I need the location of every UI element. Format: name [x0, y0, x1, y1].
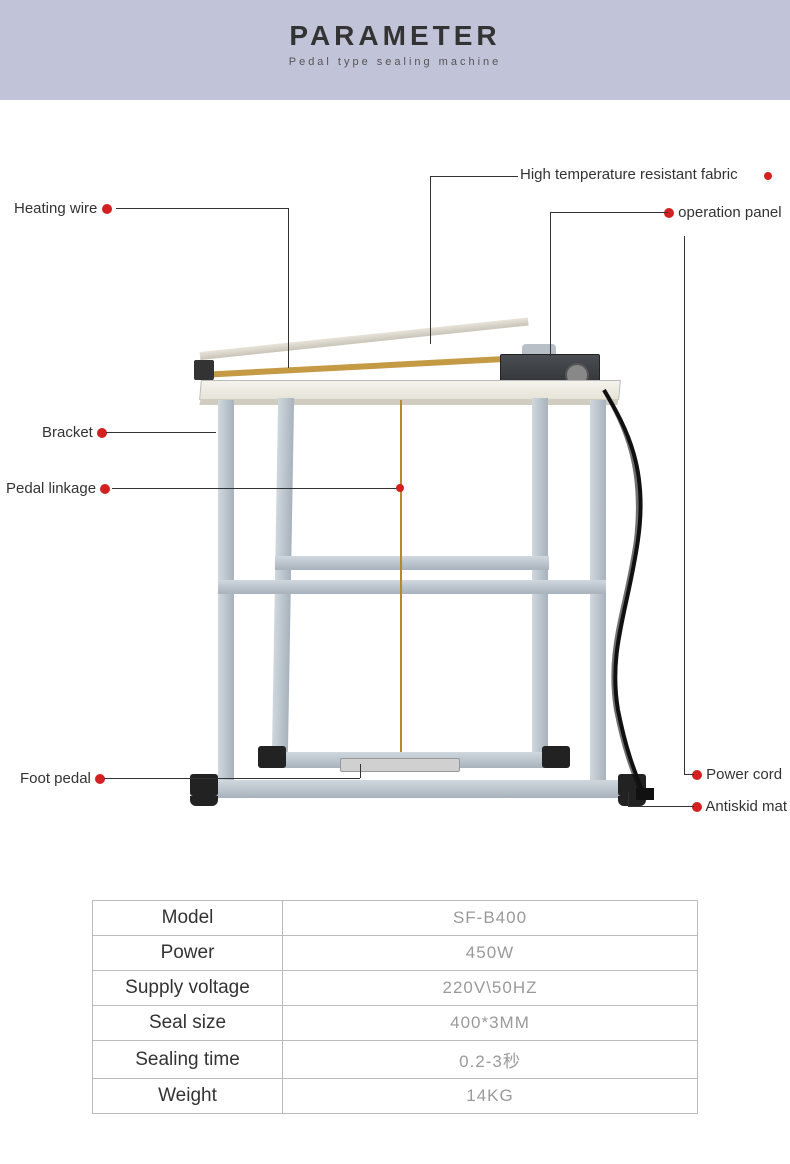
callout-label: Power cord: [706, 766, 782, 783]
left-hinge-block: [194, 360, 214, 380]
crossbar: [218, 580, 606, 594]
spec-value: 14KG: [283, 1079, 698, 1114]
power-cord: [598, 390, 658, 800]
callout-power-cord: Power cord: [692, 766, 782, 783]
dot-icon: [97, 428, 107, 438]
leader-line: [116, 208, 288, 209]
table-row: Seal size400*3MM: [93, 1006, 698, 1041]
callout-pedal-linkage: Pedal linkage: [6, 480, 110, 497]
callout-label: High temperature resistant fabric: [520, 166, 738, 183]
leader-line: [628, 806, 694, 807]
callout-label: Heating wire: [14, 200, 97, 217]
spec-key: Sealing time: [93, 1041, 283, 1079]
crossbar: [275, 556, 549, 570]
leader-line: [106, 432, 216, 433]
header-banner: PARAMETER Pedal type sealing machine: [0, 0, 790, 100]
spec-key: Model: [93, 901, 283, 936]
base-bar-front: [194, 780, 630, 798]
dot-icon: [95, 774, 105, 784]
seal-bar-upper: [200, 318, 529, 360]
dot-icon: [764, 172, 772, 180]
tabletop: [199, 380, 621, 400]
leader-line: [104, 778, 360, 779]
spec-key: Supply voltage: [93, 971, 283, 1006]
leader-line: [430, 176, 518, 177]
callout-label: operation panel: [678, 204, 781, 221]
dot-icon: [692, 770, 702, 780]
leader-line: [550, 212, 668, 213]
antiskid-foot: [542, 746, 570, 768]
table-row: Weight14KG: [93, 1079, 698, 1114]
frame-leg: [272, 398, 294, 756]
leader-line: [112, 488, 400, 489]
foot-pedal-plate: [340, 758, 460, 772]
dot-icon: [102, 204, 112, 214]
table-row: ModelSF-B400: [93, 901, 698, 936]
leader-line: [430, 176, 431, 344]
callout-label: Pedal linkage: [6, 480, 96, 497]
dot-icon: [100, 484, 110, 494]
callout-label: Antiskid mat: [705, 798, 787, 815]
spec-key: Seal size: [93, 1006, 283, 1041]
dot-icon: [664, 208, 674, 218]
spec-value: SF-B400: [283, 901, 698, 936]
spec-value: 0.2-3秒: [283, 1041, 698, 1079]
leader-line: [360, 764, 361, 778]
antiskid-foot: [258, 746, 286, 768]
frame-leg: [532, 398, 548, 756]
header-title: PARAMETER: [0, 20, 790, 52]
table-row: Sealing time0.2-3秒: [93, 1041, 698, 1079]
callout-antiskid-mat: Antiskid mat: [692, 798, 787, 815]
leader-line: [550, 212, 551, 356]
spec-table: ModelSF-B400 Power450W Supply voltage220…: [92, 900, 698, 1114]
pedal-linkage-rod: [400, 400, 402, 760]
leader-line: [628, 792, 629, 806]
table-row: Supply voltage220V\50HZ: [93, 971, 698, 1006]
product-illustration: [200, 250, 630, 840]
callout-label: Bracket: [42, 424, 93, 441]
frame-leg: [218, 400, 234, 795]
leader-line: [684, 236, 685, 774]
seal-bar-lower: [200, 355, 530, 378]
antiskid-base: [190, 796, 218, 806]
callout-foot-pedal: Foot pedal: [20, 770, 105, 787]
callout-heating-wire: Heating wire: [14, 200, 112, 217]
spec-value: 400*3MM: [283, 1006, 698, 1041]
spec-value: 450W: [283, 936, 698, 971]
callout-label: Foot pedal: [20, 770, 91, 787]
annotated-diagram: Heating wire Bracket Pedal linkage Foot …: [0, 100, 790, 880]
leader-line: [288, 208, 289, 368]
dot-icon: [396, 484, 404, 492]
callout-bracket: Bracket: [42, 424, 107, 441]
spec-key: Power: [93, 936, 283, 971]
spec-key: Weight: [93, 1079, 283, 1114]
callout-operation-panel: operation panel: [664, 204, 782, 221]
callout-high-temp-fabric: High temperature resistant fabric: [520, 166, 738, 183]
dot-icon: [692, 802, 702, 812]
table-row: Power450W: [93, 936, 698, 971]
leader-line: [684, 774, 694, 775]
spec-value: 220V\50HZ: [283, 971, 698, 1006]
header-subtitle: Pedal type sealing machine: [0, 56, 790, 68]
